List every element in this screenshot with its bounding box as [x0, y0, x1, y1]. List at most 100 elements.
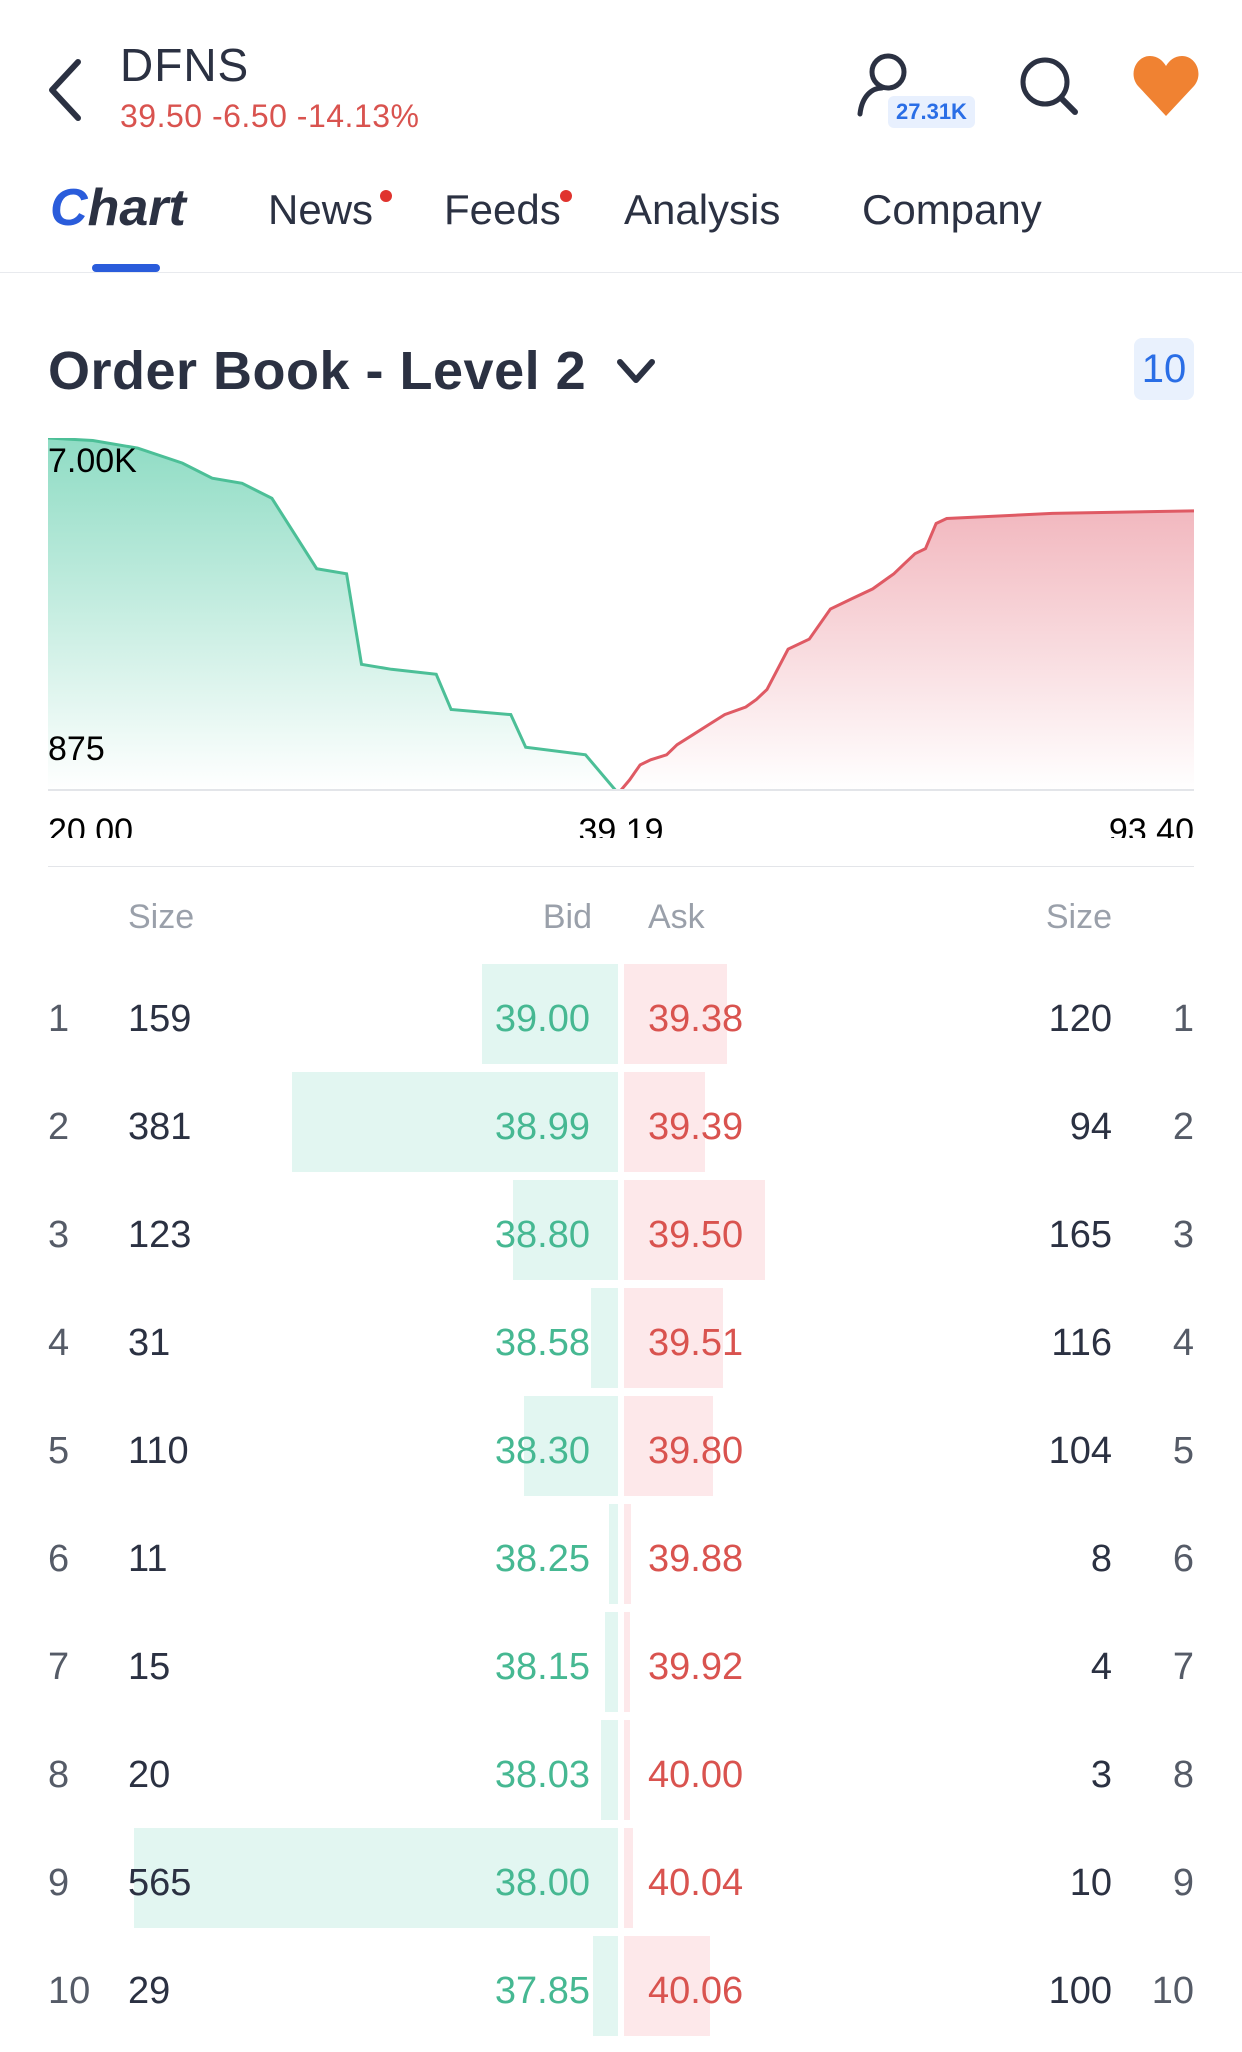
ask-price: 40.06 [648, 1970, 744, 2012]
bid-price: 38.15 [494, 1646, 590, 1688]
ask-price: 40.04 [648, 1862, 744, 1904]
ask-price: 39.92 [648, 1646, 744, 1688]
ask-size-bar [624, 1936, 710, 2036]
bid-size: 565 [128, 1862, 192, 1904]
ask-size: 165 [1048, 1214, 1112, 1256]
tab-bar: Chart News Feeds Analysis Company [0, 179, 1242, 273]
search-button[interactable] [1015, 52, 1085, 122]
bid-size-header: Size [128, 898, 195, 936]
ask-header: Ask [648, 898, 705, 936]
bid-price: 38.30 [494, 1430, 590, 1472]
tab-news[interactable]: News [268, 186, 392, 234]
y-tick-bottom: 875 [48, 730, 105, 768]
x-tick-min: 20.00 [48, 812, 133, 838]
ask-size: 4 [1090, 1646, 1112, 1688]
order-book-row: 8 20 38.03 40.00 3 8 [0, 1720, 1242, 1828]
bid-price: 38.58 [494, 1322, 590, 1364]
tab-company-label: Company [862, 186, 1042, 233]
bid-header: Bid [542, 898, 592, 936]
ask-price: 40.00 [648, 1754, 744, 1796]
ask-level-number: 8 [1172, 1754, 1194, 1796]
bid-price: 38.80 [494, 1214, 590, 1256]
back-button[interactable] [40, 50, 100, 130]
order-book-row: 3 123 38.80 39.50 165 3 [0, 1180, 1242, 1288]
chevron-down-icon [617, 359, 655, 383]
bid-size: 110 [128, 1430, 189, 1472]
ask-price: 39.80 [648, 1430, 744, 1472]
tab-feeds-label: Feeds [444, 186, 561, 233]
bid-price: 38.00 [494, 1862, 590, 1904]
ask-size-bar [624, 1072, 705, 1172]
news-notification-dot [380, 190, 392, 202]
ask-size-header: Size [1045, 898, 1112, 936]
ask-level-number: 10 [1151, 1970, 1194, 2012]
y-tick-top: 7.00K [48, 442, 137, 480]
bid-price: 38.99 [494, 1106, 590, 1148]
ask-level-number: 3 [1172, 1214, 1194, 1256]
ask-level-number: 9 [1172, 1862, 1194, 1904]
active-tab-indicator [92, 264, 160, 272]
order-book-row: 10 29 37.85 40.06 100 10 [0, 1936, 1242, 2044]
order-book-row: 5 110 38.30 39.80 104 5 [0, 1396, 1242, 1504]
bid-level-number: 7 [48, 1646, 70, 1688]
order-book-row: 2 381 38.99 39.39 94 2 [0, 1072, 1242, 1180]
ask-level-number: 1 [1172, 998, 1194, 1040]
tab-company[interactable]: Company [862, 186, 1042, 234]
order-book-dropdown[interactable] [612, 352, 660, 392]
bid-size-bar [605, 1612, 618, 1712]
order-book-row: 4 31 38.58 39.51 116 4 [0, 1288, 1242, 1396]
ask-level-number: 4 [1172, 1322, 1194, 1364]
followers-button[interactable] [852, 50, 982, 135]
ask-size-bar [624, 1180, 766, 1280]
tab-feeds[interactable]: Feeds [444, 186, 572, 234]
bid-size-bar [291, 1072, 618, 1172]
bid-size: 31 [128, 1322, 171, 1364]
order-book-row: 1 159 39.00 39.38 120 1 [0, 964, 1242, 1072]
ask-level-number: 6 [1172, 1538, 1194, 1580]
bid-level-number: 1 [48, 998, 70, 1040]
ask-size: 10 [1069, 1862, 1112, 1904]
order-book-row: 7 15 38.15 39.92 4 7 [0, 1612, 1242, 1720]
bid-size-bar [600, 1720, 618, 1820]
bid-level-number: 5 [48, 1430, 70, 1472]
feeds-notification-dot [560, 190, 572, 202]
tab-news-label: News [268, 186, 374, 233]
tab-analysis[interactable]: Analysis [624, 186, 780, 234]
watchlist-heart-button[interactable] [1130, 52, 1202, 122]
order-book-title: Order Book - Level 2 [48, 341, 587, 401]
bid-price: 39.00 [494, 998, 590, 1040]
ask-depth-area [621, 510, 1194, 790]
ask-size-bar [624, 1720, 630, 1820]
bid-level-number: 3 [48, 1214, 70, 1256]
tab-chart[interactable]: Chart [50, 179, 186, 237]
ask-level-number: 2 [1172, 1106, 1194, 1148]
ask-price: 39.38 [648, 998, 744, 1040]
bid-size: 20 [128, 1754, 171, 1796]
heart-icon [1133, 56, 1199, 116]
bid-price: 38.25 [494, 1538, 590, 1580]
bid-size: 123 [128, 1214, 192, 1256]
ask-size: 8 [1090, 1538, 1112, 1580]
bid-size-bar [481, 964, 618, 1064]
followers-count: 27.31K [888, 96, 975, 128]
ask-size-bar [624, 1612, 630, 1712]
bid-size: 29 [128, 1970, 171, 2012]
bid-size-bar [593, 1936, 618, 2036]
depth-chart: 7.00K 875 20.00 39.19 93.40 [48, 438, 1194, 838]
ask-level-number: 5 [1172, 1430, 1194, 1472]
bid-price: 37.85 [494, 1970, 590, 2012]
bid-depth-line [48, 438, 617, 791]
x-tick-mid: 39.19 [578, 812, 663, 838]
ask-size-bar [624, 1396, 714, 1496]
order-book-row: 9 565 38.00 40.04 10 9 [0, 1828, 1242, 1936]
ask-size-bar [624, 1828, 633, 1928]
bid-size: 381 [128, 1106, 192, 1148]
ask-price: 39.88 [648, 1538, 744, 1580]
ask-price: 39.39 [648, 1106, 744, 1148]
bid-size: 159 [128, 998, 192, 1040]
bid-size-bar [608, 1504, 618, 1604]
bid-depth-area [48, 438, 616, 790]
search-icon [1020, 57, 1078, 115]
levels-selector[interactable]: 10 [1134, 338, 1194, 400]
ask-size-bar [624, 1288, 724, 1388]
